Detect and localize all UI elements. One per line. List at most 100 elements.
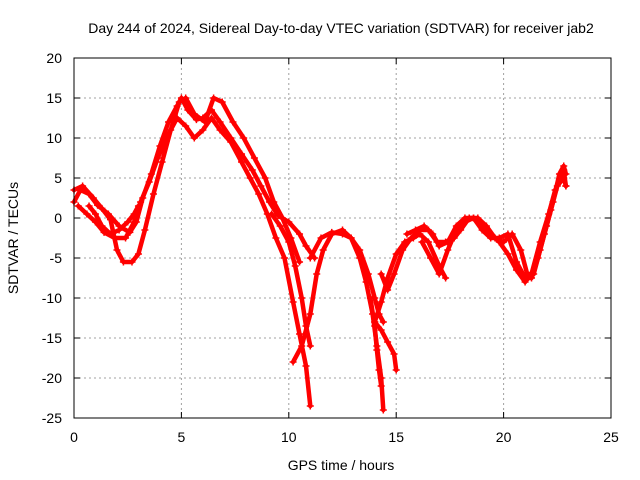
data-point: [517, 246, 525, 254]
data-point: [240, 134, 248, 142]
data-point: [91, 210, 99, 218]
data-point: [347, 234, 355, 242]
data-point: [207, 114, 215, 122]
data-point: [551, 186, 559, 194]
data-point: [298, 342, 306, 350]
data-point: [377, 298, 385, 306]
data-point: [85, 202, 93, 210]
data-point: [339, 230, 346, 238]
data-point: [306, 310, 314, 318]
x-tick-label: 25: [603, 429, 619, 445]
data-point: [384, 338, 392, 346]
data-point: [250, 154, 258, 162]
data-point: [375, 366, 383, 374]
chart-title: Day 244 of 2024, Sidereal Day-to-day VTE…: [88, 20, 594, 36]
data-point: [246, 174, 254, 182]
data-point: [495, 238, 503, 246]
series-trace: [419, 167, 569, 285]
data-point: [560, 166, 568, 174]
data-point: [190, 110, 198, 118]
data-point: [371, 318, 379, 326]
data-point: [270, 198, 278, 206]
data-point: [302, 242, 310, 250]
data-point: [111, 234, 119, 242]
data-point: [107, 216, 115, 224]
y-tick-label: -10: [42, 290, 62, 306]
data-point: [377, 270, 385, 278]
data-point: [162, 134, 170, 142]
data-point: [399, 246, 407, 254]
data-point: [412, 226, 420, 234]
data-point: [107, 230, 115, 238]
data-point: [115, 226, 123, 234]
data-point: [285, 238, 293, 246]
data-point: [134, 250, 142, 258]
data-point: [390, 350, 398, 358]
data-point: [328, 228, 336, 236]
data-point: [298, 294, 306, 302]
data-point: [562, 182, 570, 190]
data-point: [296, 258, 304, 266]
plot-frame: [73, 57, 612, 419]
data-point: [392, 366, 400, 374]
data-point: [319, 246, 327, 254]
data-point: [392, 250, 400, 258]
data-point: [528, 270, 536, 278]
data-point: [306, 342, 314, 350]
data-point: [137, 198, 145, 206]
data-point: [248, 166, 256, 174]
data-point: [403, 230, 411, 238]
data-point: [154, 154, 162, 162]
data-point: [424, 238, 432, 246]
data-point: [158, 158, 166, 166]
data-point: [478, 222, 486, 230]
data-point: [356, 254, 364, 262]
data-point: [313, 270, 321, 278]
data-point: [317, 234, 325, 242]
series-trace: [378, 163, 569, 293]
data-point: [149, 190, 157, 198]
data-point: [124, 218, 132, 226]
data-series: [70, 94, 570, 414]
data-point: [79, 182, 87, 190]
data-point: [89, 194, 97, 202]
data-point: [521, 278, 529, 286]
series-track-3: [74, 114, 314, 410]
data-point: [435, 242, 443, 250]
data-point: [210, 94, 218, 102]
data-point: [289, 358, 297, 366]
data-point: [444, 246, 452, 254]
series-track-5: [289, 226, 387, 366]
x-tick-label: 5: [178, 429, 186, 445]
x-tick-label: 10: [281, 429, 297, 445]
data-point: [452, 226, 460, 234]
series-track-12: [418, 166, 570, 286]
axis-ticks: 0 5 10 15 20 25 -25 -20 -15 -10 -5 0 5 10 15 20: [42, 50, 619, 445]
data-point: [429, 230, 437, 238]
series-track-2: [70, 94, 304, 266]
data-point: [218, 98, 226, 106]
x-tick-label: 0: [70, 429, 78, 445]
data-point: [128, 258, 136, 266]
y-tick-label: 0: [54, 210, 62, 226]
data-point: [190, 134, 198, 142]
data-point: [261, 174, 269, 182]
data-point: [373, 346, 381, 354]
data-point: [377, 326, 385, 334]
data-point: [229, 118, 237, 126]
x-tick-label: 20: [496, 429, 512, 445]
x-tick-label: 15: [388, 429, 404, 445]
data-point: [122, 234, 130, 242]
data-point: [141, 226, 149, 234]
y-tick-label: 5: [54, 170, 62, 186]
data-point: [384, 286, 392, 294]
data-point: [291, 262, 299, 270]
data-point: [83, 210, 91, 218]
y-tick-label: -20: [42, 370, 62, 386]
data-point: [536, 238, 544, 246]
data-point: [173, 114, 181, 122]
data-point: [487, 230, 495, 238]
data-point: [134, 202, 142, 210]
data-point: [545, 210, 553, 218]
